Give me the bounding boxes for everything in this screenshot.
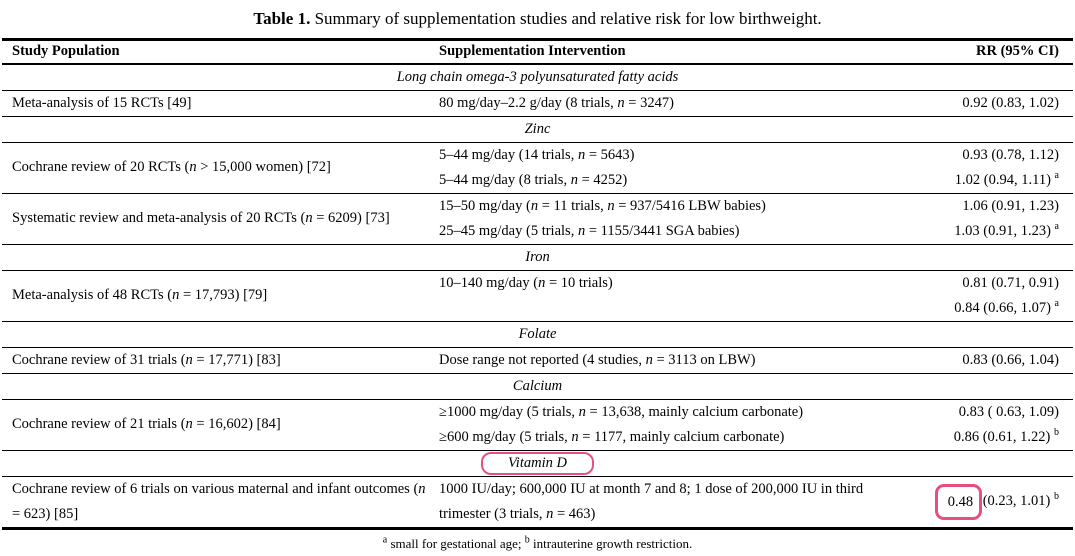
rr-highlight-box: 0.48	[934, 483, 983, 520]
table-row: 0.84 (0.66, 1.07) a	[2, 295, 1073, 322]
section-label: Iron	[525, 248, 550, 265]
section-label-cell: Long chain omega-3 polyunsaturated fatty…	[2, 63, 1073, 91]
section-label-cell: Vitamin D	[2, 450, 1073, 477]
section-label-cell: Folate	[2, 321, 1073, 348]
footnote-marker-a: a	[382, 534, 388, 546]
rr-cell: 1.02 (0.94, 1.11) a	[903, 167, 1073, 194]
footnote-marker: a	[1054, 297, 1059, 309]
intervention-cell: 80 mg/day–2.2 g/day (8 trials, n = 3247)	[439, 90, 903, 117]
rr-cell: 0.48 (0.23, 1.01) b	[903, 476, 1073, 529]
study-population-cell: Cochrane review of 31 trials (n = 17,771…	[2, 347, 439, 374]
footnote-marker: a	[1054, 169, 1059, 181]
col-header-intervention: Supplementation Intervention	[439, 39, 903, 65]
study-population-cell: Cochrane review of 6 trials on various m…	[2, 476, 439, 529]
intervention-cell: 1000 IU/day; 600,000 IU at month 7 and 8…	[439, 476, 903, 529]
header-row: Study Population Supplementation Interve…	[2, 39, 1073, 65]
col-header-study-population: Study Population	[2, 39, 439, 65]
section-row: Long chain omega-3 polyunsaturated fatty…	[2, 63, 1073, 91]
study-population-cell: Meta-analysis of 15 RCTs [49]	[2, 90, 439, 117]
footnote-marker: b	[1054, 491, 1059, 503]
study-population-cell: Meta-analysis of 48 RCTs (n = 17,793) [7…	[2, 270, 439, 322]
section-label-annotated: Vitamin D	[481, 451, 594, 475]
section-label-cell: Calcium	[2, 373, 1073, 400]
section-row: Folate	[2, 321, 1073, 348]
table-row: Cochrane review of 21 trials (n = 16,602…	[2, 399, 1073, 451]
study-population-cell: Cochrane review of 20 RCTs (n > 15,000 w…	[2, 142, 439, 194]
rr-cell: 0.93 (0.78, 1.12)	[962, 146, 1059, 163]
section-row: Iron	[2, 244, 1073, 271]
study-population-cell: Systematic review and meta-analysis of 2…	[2, 193, 439, 245]
section-label: Folate	[518, 325, 557, 342]
table-row: Cochrane review of 6 trials on various m…	[2, 476, 1073, 529]
table-row: 5–44 mg/day (8 trials, n = 4252) 1.02 (0.…	[2, 167, 1073, 194]
footnote-marker-b: b	[524, 534, 530, 546]
footnote-marker: b	[1054, 426, 1059, 438]
intervention-cell: 5–44 mg/day (14 trials, n = 5643)	[439, 146, 635, 163]
rr-cell: 0.84 (0.66, 1.07) a	[903, 295, 1073, 322]
rr-cell: 0.83 (0.66, 1.04)	[903, 347, 1073, 374]
table-row: Meta-analysis of 48 RCTs (n = 17,793) [7…	[2, 270, 1073, 322]
section-label: Calcium	[512, 377, 563, 394]
intervention-cell: 5–44 mg/day (8 trials, n = 4252)	[439, 167, 903, 194]
intervention-cell: ≥600 mg/day (5 trials, n = 1177, mainly …	[439, 424, 903, 451]
intervention-cell: 10–140 mg/day (n = 10 trials)	[439, 274, 613, 291]
rr-cell: 0.86 (0.61, 1.22) b	[903, 424, 1073, 451]
rr-cell: 1.03 (0.91, 1.23) a	[903, 218, 1073, 245]
section-label: Long chain omega-3 polyunsaturated fatty…	[396, 68, 679, 85]
rr-cell: 0.83 ( 0.63, 1.09)	[958, 403, 1059, 420]
section-row: Vitamin D	[2, 450, 1073, 477]
intervention-cell: ≥1000 mg/day (5 trials, n = 13,638, main…	[439, 403, 804, 420]
section-label-cell: Iron	[2, 244, 1073, 271]
study-population-cell: Cochrane review of 21 trials (n = 16,602…	[2, 399, 439, 451]
table-row: Systematic review and meta-analysis of 2…	[2, 193, 1073, 245]
footnote-marker: a	[1054, 220, 1059, 232]
rr-cell: 1.06 (0.91, 1.23)	[962, 197, 1059, 214]
table-title-label: Table 1.	[253, 9, 311, 28]
table-title-text: Summary of supplementation studies and r…	[314, 9, 822, 28]
table-row: Cochrane review of 20 RCTs (n > 15,000 w…	[2, 142, 1073, 194]
intervention-cell	[439, 295, 903, 322]
section-row: Calcium	[2, 373, 1073, 400]
footnote-text-a: small for gestational age;	[390, 535, 522, 551]
table-row: 25–45 mg/day (5 trials, n = 1155/3441 SG…	[2, 218, 1073, 245]
footnote-text-b: intrauterine growth restriction.	[533, 535, 693, 551]
section-label-cell: Zinc	[2, 116, 1073, 143]
table-title: Table 1. Summary of supplementation stud…	[0, 0, 1075, 38]
table-row: Cochrane review of 31 trials (n = 17,771…	[2, 347, 1073, 374]
section-row: Zinc	[2, 116, 1073, 143]
footnote: a small for gestational age; b intrauter…	[0, 530, 1075, 552]
table-header: Study Population Supplementation Interve…	[2, 39, 1073, 65]
rr-cell: 0.92 (0.83, 1.02)	[903, 90, 1073, 117]
col-header-rr: RR (95% CI)	[903, 39, 1073, 65]
summary-table: Study Population Supplementation Interve…	[2, 38, 1073, 530]
intervention-cell: Dose range not reported (4 studies, n = …	[439, 347, 903, 374]
table-row: ≥600 mg/day (5 trials, n = 1177, mainly …	[2, 424, 1073, 451]
intervention-cell: 25–45 mg/day (5 trials, n = 1155/3441 SG…	[439, 218, 903, 245]
section-label: Zinc	[524, 120, 551, 137]
intervention-cell: 15–50 mg/day (n = 11 trials, n = 937/541…	[439, 197, 766, 214]
table-row: Meta-analysis of 15 RCTs [49] 80 mg/day–2…	[2, 90, 1073, 117]
rr-cell: 0.81 (0.71, 0.91)	[962, 274, 1059, 291]
table-body: Long chain omega-3 polyunsaturated fatty…	[2, 63, 1073, 529]
